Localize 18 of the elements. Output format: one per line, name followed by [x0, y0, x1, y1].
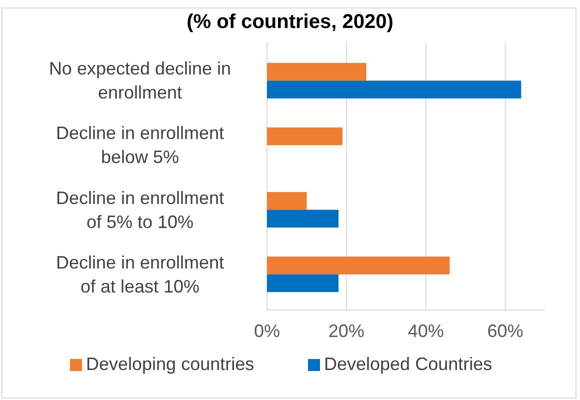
- x-tick-label: 60%: [487, 321, 524, 341]
- legend-label: Developing countries: [86, 354, 254, 374]
- bar: [267, 274, 338, 292]
- legend-label: Developed Countries: [324, 354, 492, 374]
- bar: [267, 256, 450, 274]
- y-tick-label: Decline in enrollment of at least 10%: [56, 252, 224, 296]
- chart-title: (% of countries, 2020): [186, 11, 394, 33]
- bar: [267, 127, 342, 146]
- y-tick-label: Decline in enrollment of 5% to 10%: [56, 188, 224, 232]
- bar: [267, 80, 522, 98]
- x-tick-label: 40%: [408, 321, 444, 341]
- x-tick-label: 0%: [254, 321, 280, 341]
- x-tick-label: 20%: [328, 321, 364, 341]
- y-tick-label: Decline in enrollment below 5%: [56, 123, 224, 168]
- bar: [267, 192, 307, 210]
- bar: [267, 210, 338, 228]
- y-tick-label: No expected decline in enrollment: [48, 58, 232, 103]
- bar: [267, 62, 366, 81]
